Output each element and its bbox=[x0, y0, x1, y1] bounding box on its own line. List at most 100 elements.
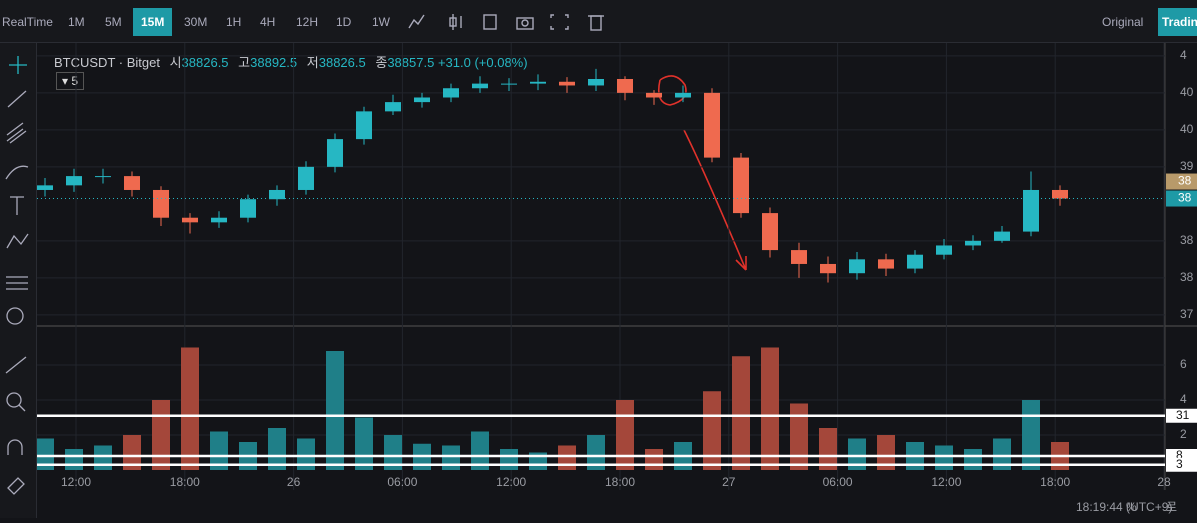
x-tick-label: 12:00 bbox=[931, 475, 961, 489]
candle-body bbox=[675, 92, 691, 98]
volume-bar bbox=[790, 403, 808, 470]
candle-body bbox=[414, 97, 430, 103]
candle-body bbox=[704, 92, 720, 158]
volume-bar bbox=[268, 428, 286, 470]
candle-body bbox=[588, 78, 604, 86]
price-tag-label: 38 bbox=[1178, 191, 1192, 205]
tool-icons[interactable] bbox=[0, 43, 36, 518]
x-tick-label: 12:00 bbox=[61, 475, 91, 489]
volume-bar bbox=[1022, 400, 1040, 470]
interval[interactable]: 1M bbox=[68, 15, 85, 29]
toolbar: RealTime 1M 5M 15M 30M 1H 4H 12H 1D 1W O… bbox=[0, 0, 1197, 43]
candle-body bbox=[994, 231, 1010, 241]
label: 종 bbox=[375, 55, 388, 70]
x-tick-label: 06:00 bbox=[823, 475, 853, 489]
candle-body bbox=[733, 157, 749, 214]
interval[interactable]: 4H bbox=[260, 15, 276, 29]
volume-bar bbox=[65, 449, 83, 470]
volume-bar bbox=[210, 431, 228, 470]
x-tick-label: 27 bbox=[722, 475, 736, 489]
volume-bar bbox=[848, 438, 866, 470]
candle-body bbox=[907, 254, 923, 269]
annotation-arrow bbox=[683, 129, 747, 271]
log-toggle[interactable]: 로 bbox=[1166, 500, 1177, 514]
legend: BTCUSDT · Bitget 시38826.5 고38892.5 저3882… bbox=[54, 52, 528, 71]
y-tick-label: 38 bbox=[1180, 233, 1194, 247]
volume-bar bbox=[935, 445, 953, 470]
interval[interactable]: 12H bbox=[296, 15, 319, 29]
candle-body bbox=[327, 139, 343, 167]
volume-bar bbox=[877, 435, 895, 470]
count: 5 bbox=[71, 74, 79, 88]
volume-bar bbox=[703, 391, 721, 470]
volume-bar bbox=[123, 435, 141, 470]
x-tick-label: 18:00 bbox=[170, 475, 200, 489]
interval[interactable]: 5M bbox=[105, 15, 122, 29]
change: +31.0 (+0.08%) bbox=[437, 55, 528, 70]
interval[interactable]: RealTime bbox=[2, 15, 53, 29]
x-tick-label: 18:00 bbox=[605, 475, 635, 489]
interval[interactable]: 15M bbox=[133, 8, 173, 36]
percent-toggle[interactable]: % bbox=[1126, 500, 1137, 514]
interval[interactable]: 30M bbox=[184, 15, 208, 29]
volume-bar bbox=[384, 435, 402, 470]
x-tick-label: 12:00 bbox=[496, 475, 526, 489]
volume-bar bbox=[819, 428, 837, 470]
volume-bar bbox=[616, 400, 634, 470]
candle-body bbox=[443, 88, 459, 98]
volume-bar bbox=[500, 449, 518, 470]
interval[interactable]: 1W bbox=[372, 15, 390, 29]
candle-body bbox=[472, 83, 488, 89]
x-tick-label: 18:00 bbox=[1040, 475, 1070, 489]
candle-body bbox=[878, 259, 894, 269]
volume-bar bbox=[37, 438, 54, 470]
volume-bar bbox=[964, 449, 982, 470]
candle-body bbox=[298, 166, 314, 190]
candle-body bbox=[791, 250, 807, 264]
hline-label: 8 bbox=[1176, 448, 1183, 462]
v-tick-label: 2 bbox=[1180, 427, 1187, 441]
view[interactable]: Original bbox=[1102, 15, 1144, 29]
volume-bar bbox=[355, 417, 373, 470]
annotation-circle bbox=[657, 75, 687, 106]
x-tick-label: 28 bbox=[1157, 475, 1171, 489]
toolbar-icons[interactable] bbox=[405, 10, 615, 34]
chart: 18:19:44 (UTC+9) % 로 12:00 18:00 26 06:00 12… bbox=[37, 43, 1197, 514]
y-tick-label: 38 bbox=[1180, 270, 1194, 284]
label: 저 bbox=[306, 55, 319, 70]
value: 38826.5 bbox=[318, 55, 366, 70]
candle-body bbox=[269, 189, 285, 200]
x-tick-label: 06:00 bbox=[387, 475, 417, 489]
candle-body bbox=[849, 259, 865, 274]
y-tick-label: 39 bbox=[1180, 159, 1194, 173]
volume-bar bbox=[442, 445, 460, 470]
y-tick-label: 4 bbox=[1180, 48, 1187, 62]
volume-bar bbox=[587, 435, 605, 470]
volume-bar bbox=[94, 445, 112, 470]
indicator-toggle[interactable]: ▾ 5 bbox=[56, 72, 85, 90]
candle-body bbox=[240, 199, 256, 218]
view[interactable]: Tradin bbox=[1158, 8, 1197, 36]
v-tick-label: 4 bbox=[1180, 392, 1187, 406]
volume-bar bbox=[326, 351, 344, 470]
candle-body bbox=[617, 78, 633, 93]
candle-body bbox=[124, 176, 140, 190]
volume-bar bbox=[152, 400, 170, 470]
candle-body bbox=[646, 92, 662, 98]
candle-body bbox=[1052, 189, 1068, 199]
interval[interactable]: 1D bbox=[336, 15, 352, 29]
interval[interactable]: 1H bbox=[226, 15, 242, 29]
label: 시 bbox=[169, 55, 182, 70]
hline-label: 31 bbox=[1176, 408, 1190, 422]
volume-bar bbox=[181, 347, 199, 470]
label: 고 bbox=[238, 55, 251, 70]
volume-bar bbox=[471, 431, 489, 470]
candle-body bbox=[153, 189, 169, 218]
candle-body bbox=[211, 217, 227, 223]
y-tick-label: 37 bbox=[1180, 307, 1194, 321]
clock: 18:19:44 (UTC+9) bbox=[1076, 500, 1172, 514]
y-tick-label: 40 bbox=[1180, 85, 1194, 99]
candle-body bbox=[501, 83, 517, 85]
volume-bar bbox=[558, 445, 576, 470]
